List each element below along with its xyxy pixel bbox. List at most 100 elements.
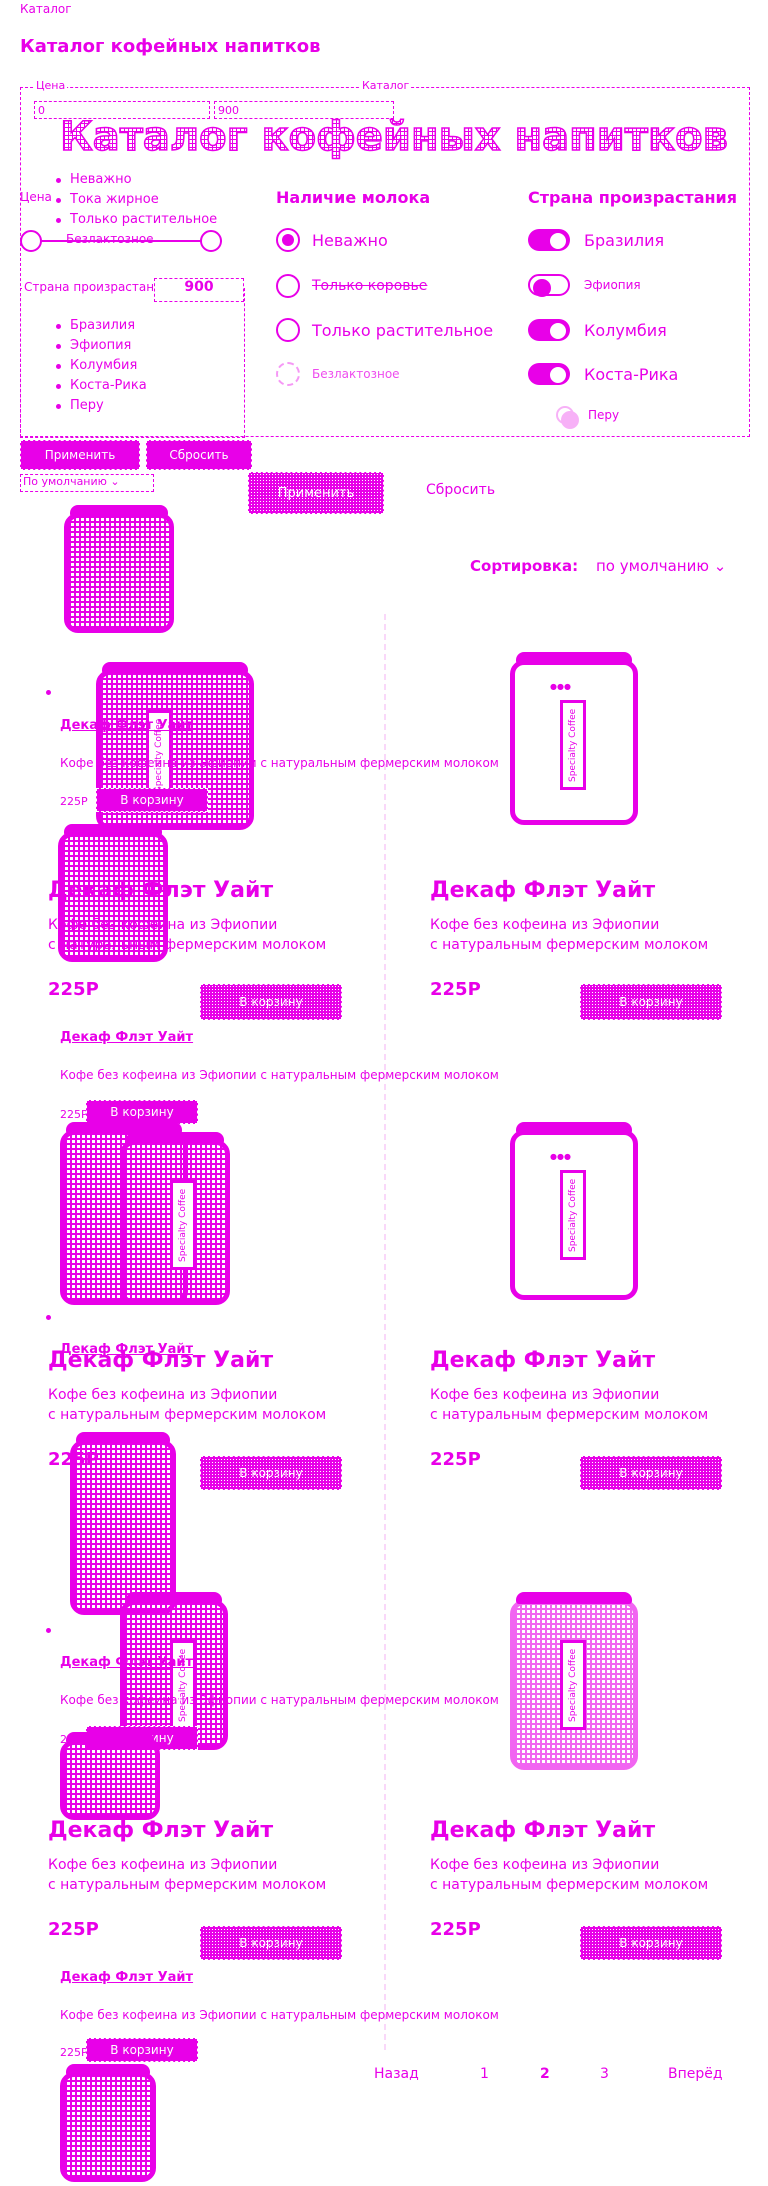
list-item: Неважно [54,170,244,190]
add-to-cart-small-button[interactable]: В корзину [96,788,208,812]
add-to-cart-small-button[interactable]: В корзину [86,1100,198,1124]
sort-value: по умолчанию [596,557,709,575]
origin-bullet-list: Бразилия Эфиопия Колумбия Коста-Рика Пер… [54,316,147,416]
radio-label: Только коровье [312,278,428,294]
product-name-small[interactable]: Декаф Флэт Уайт [60,1970,194,1985]
apply-filter-button[interactable]: Применить [248,472,384,514]
product-price: 225Р [430,979,481,1000]
product-desc-small: Кофе без кофеина из Эфиопии с натуральны… [60,1693,499,1707]
add-to-cart-small-button[interactable]: В корзину [86,2038,198,2062]
sort-label: Сортировка: [470,557,579,575]
radio-label: Неважно [312,230,388,250]
add-to-cart-button[interactable]: В корзину [580,984,722,1020]
small-reset-button[interactable]: Сбросить [146,440,252,470]
product-image[interactable]: ●●● Specialty Coffee [510,1122,638,1300]
product-name-small[interactable]: Декаф Флэт Уайт [60,1030,194,1045]
list-item: Бразилия [54,316,147,336]
pagination: Назад 1 2 3 Вперёд [374,2066,734,2088]
pagination-page-1[interactable]: 1 [480,2066,489,2082]
pagination-next[interactable]: Вперёд [668,2066,723,2082]
product-image[interactable] [64,505,174,633]
overlay-title: Каталог кофейных напитков [60,114,728,160]
product-desc-small: Кофе без кофеина из Эфиопии с натуральны… [60,1068,499,1082]
product-image[interactable]: Specialty Coffee [510,1592,638,1770]
small-sort-select[interactable]: По умолчанию ⌄ [20,474,154,492]
milk-option-plant[interactable]: Только растительное [276,318,493,342]
sort-select[interactable]: по умолчанию ⌄ [596,557,726,575]
breadcrumb[interactable]: Каталог [20,2,72,16]
product-image[interactable] [60,2064,156,2182]
brand-logo-icon: ●●● [550,682,571,691]
product-image[interactable] [60,1732,160,1820]
toggle-on-icon [528,319,570,341]
product-desc-line1: Кофе без кофеина из Эфиопии [430,1857,660,1873]
product-desc-line2: с натуральным фермерским молоком [48,1407,327,1423]
product-desc-line1: Кофе без кофеина из Эфиопии [48,1387,278,1403]
page-title: Каталог кофейных напитков [20,36,321,57]
price-to-box[interactable]: 900 [154,278,244,302]
product-name[interactable]: Декаф Флэт Уайт [48,1348,274,1373]
toggle-on-icon [528,363,570,385]
product-card-right[interactable]: Декаф Флэт Уайт Кофе без кофеина из Эфио… [430,1348,740,1488]
product-image[interactable] [58,824,168,962]
product-name[interactable]: Декаф Флэт Уайт [430,1348,656,1373]
product-card-left[interactable]: Декаф Флэт Уайт Кофе без кофеина из Эфио… [48,1818,358,1958]
milk-bullet-extra: Безлактозное [66,232,154,246]
product-name-small[interactable]: Декаф Флэт Уайт [60,1342,194,1357]
product-card-left[interactable]: Декаф Флэт Уайт Кофе без кофеина из Эфио… [48,1348,358,1488]
product-price-small: 225Р [60,1108,88,1121]
brand-label: Specialty Coffee [170,1640,196,1730]
list-item: Только растительное [54,210,244,230]
product-price: 225Р [430,1919,481,1940]
chevron-down-icon: ⌄ [110,475,120,488]
milk-bullet-list: Неважно Тока жирное Только растительное [54,170,244,230]
product-name-small[interactable]: Декаф Флэт Уайт [60,1655,194,1670]
origin-option-brazil[interactable]: Бразилия [528,229,664,251]
origin-legend: Страна произрастания [22,280,172,294]
toggle-label: Перу [588,408,620,422]
reset-filter-link[interactable]: Сбросить [426,482,496,498]
product-desc-line2: с натуральным фермерским молоком [430,1407,709,1423]
add-to-cart-button[interactable]: В корзину [200,1926,342,1960]
product-name[interactable]: Декаф Флэт Уайт [430,878,656,903]
product-name[interactable]: Декаф Флэт Уайт [48,878,274,903]
add-to-cart-button[interactable]: В корзину [580,1456,722,1490]
product-image[interactable]: Specialty Coffee [120,1132,230,1305]
small-apply-button[interactable]: Применить [20,440,140,470]
toggle-label: Коста-Рика [584,364,679,384]
origin-option-colombia[interactable]: Колумбия [528,319,667,341]
origin-option-ethiopia[interactable]: Эфиопия [528,274,641,297]
milk-option-any[interactable]: Неважно [276,228,388,252]
grid-divider [384,610,386,2050]
add-to-cart-button[interactable]: В корзину [200,1456,342,1490]
product-card-right[interactable]: Декаф Флэт Уайт Кофе без кофеина из Эфио… [430,1818,740,1958]
add-to-cart-button[interactable]: В корзину [580,1926,722,1960]
product-name[interactable]: Декаф Флэт Уайт [430,1818,656,1843]
product-desc-small: Кофе без кофеина из Эфиопии с натуральны… [60,2008,499,2022]
list-item: Тока жирное [54,190,244,210]
product-image[interactable]: ●●● Specialty Coffee [510,652,638,825]
pagination-page-3[interactable]: 3 [600,2066,609,2082]
product-image[interactable] [70,1432,176,1615]
product-card-right[interactable]: Декаф Флэт Уайт Кофе без кофеина из Эфио… [430,878,740,1018]
product-price: 225Р [430,1449,481,1470]
overlay-title-outline: Каталог кофейных напитков [59,113,728,161]
milk-option-cow[interactable]: Только коровье [276,274,427,298]
radio-icon [276,318,300,342]
price-max-handle[interactable] [200,230,222,252]
brand-label: Specialty Coffee [560,700,586,790]
product-name-small[interactable]: Декаф Флэт Уайт [60,718,194,733]
price-min-handle[interactable] [20,230,42,252]
milk-option-lactose-free[interactable]: Безлактозное [276,362,400,386]
pagination-page-2[interactable]: 2 [540,2066,550,2082]
origin-option-peru[interactable]: Перу [556,406,620,429]
price-range-track[interactable] [32,240,222,242]
product-name[interactable]: Декаф Флэт Уайт [48,1818,274,1843]
add-to-cart-button[interactable]: В корзину [200,984,342,1020]
origin-heading: Страна произрастания [528,188,738,207]
list-marker [46,690,51,695]
product-card-left[interactable]: Декаф Флэт Уайт Кофе без кофеина из Эфио… [48,878,358,1018]
brand-label: Specialty Coffee [560,1170,586,1260]
pagination-prev[interactable]: Назад [374,2066,419,2082]
origin-option-costa-rica[interactable]: Коста-Рика [528,363,678,385]
